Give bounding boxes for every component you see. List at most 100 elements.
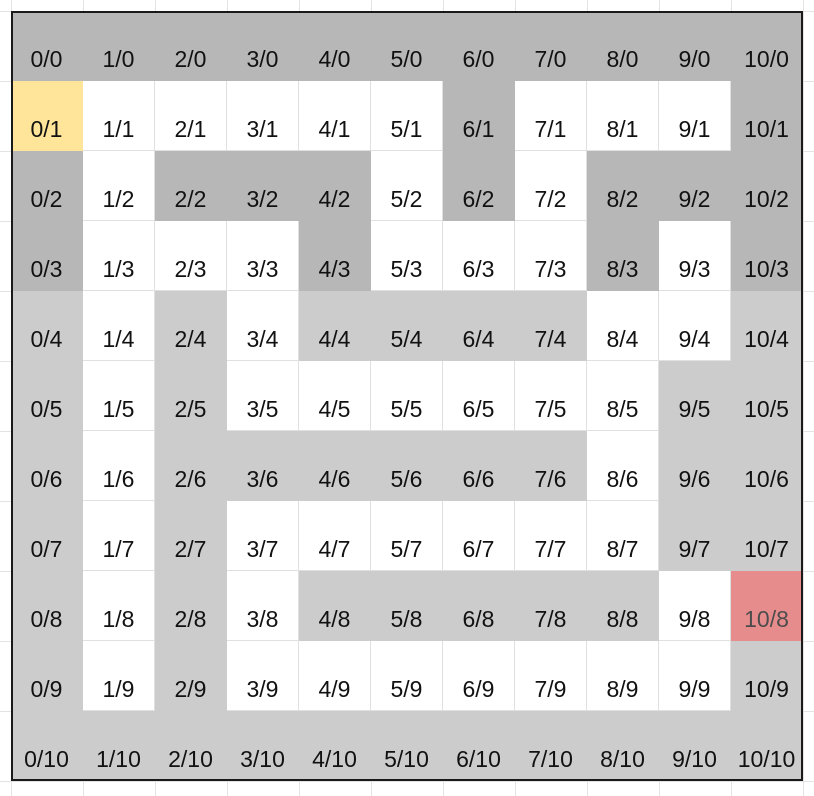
wall-cell-light[interactable]: 10/9: [731, 641, 801, 711]
open-cell[interactable]: 1/4: [83, 291, 155, 361]
wall-cell-light[interactable]: 7/6: [515, 431, 587, 501]
wall-cell-dark[interactable]: 8/3: [587, 221, 659, 291]
wall-cell-light[interactable]: 1/10: [83, 711, 155, 779]
wall-cell-light[interactable]: 7/8: [515, 571, 587, 641]
open-cell[interactable]: 5/7: [371, 501, 443, 571]
open-cell[interactable]: 7/2: [515, 151, 587, 221]
wall-cell-dark[interactable]: 0/2: [13, 151, 83, 221]
open-cell[interactable]: 7/3: [515, 221, 587, 291]
open-cell[interactable]: 2/3: [155, 221, 227, 291]
open-cell[interactable]: 8/1: [587, 81, 659, 151]
open-cell[interactable]: 7/7: [515, 501, 587, 571]
wall-cell-dark[interactable]: 0/3: [13, 221, 83, 291]
wall-cell-light[interactable]: 5/6: [371, 431, 443, 501]
open-cell[interactable]: 3/1: [227, 81, 299, 151]
open-cell[interactable]: 1/6: [83, 431, 155, 501]
wall-cell-light[interactable]: 0/4: [13, 291, 83, 361]
wall-cell-dark[interactable]: 2/0: [155, 13, 227, 81]
open-cell[interactable]: 3/5: [227, 361, 299, 431]
wall-cell-light[interactable]: 7/4: [515, 291, 587, 361]
open-cell[interactable]: 4/5: [299, 361, 371, 431]
open-cell[interactable]: 7/1: [515, 81, 587, 151]
open-cell[interactable]: 5/5: [371, 361, 443, 431]
open-cell[interactable]: 4/7: [299, 501, 371, 571]
wall-cell-light[interactable]: 10/7: [731, 501, 801, 571]
wall-cell-light[interactable]: 10/10: [731, 711, 801, 779]
wall-cell-dark[interactable]: 10/0: [731, 13, 801, 81]
wall-cell-dark[interactable]: 10/1: [731, 81, 801, 151]
open-cell[interactable]: 8/9: [587, 641, 659, 711]
wall-cell-dark[interactable]: 7/0: [515, 13, 587, 81]
open-cell[interactable]: 1/9: [83, 641, 155, 711]
wall-cell-light[interactable]: 2/7: [155, 501, 227, 571]
open-cell[interactable]: 3/8: [227, 571, 299, 641]
wall-cell-dark[interactable]: 9/2: [659, 151, 731, 221]
open-cell[interactable]: 9/3: [659, 221, 731, 291]
wall-cell-light[interactable]: 7/10: [515, 711, 587, 779]
wall-cell-light[interactable]: 9/6: [659, 431, 731, 501]
wall-cell-dark[interactable]: 10/2: [731, 151, 801, 221]
wall-cell-light[interactable]: 2/10: [155, 711, 227, 779]
open-cell[interactable]: 3/3: [227, 221, 299, 291]
open-cell[interactable]: 1/2: [83, 151, 155, 221]
open-cell[interactable]: 8/7: [587, 501, 659, 571]
wall-cell-light[interactable]: 0/6: [13, 431, 83, 501]
wall-cell-dark[interactable]: 4/2: [299, 151, 371, 221]
wall-cell-dark[interactable]: 10/3: [731, 221, 801, 291]
wall-cell-dark[interactable]: 5/0: [371, 13, 443, 81]
open-cell[interactable]: 1/3: [83, 221, 155, 291]
wall-cell-light[interactable]: 2/9: [155, 641, 227, 711]
wall-cell-light[interactable]: 10/4: [731, 291, 801, 361]
open-cell[interactable]: 4/1: [299, 81, 371, 151]
wall-cell-light[interactable]: 9/5: [659, 361, 731, 431]
open-cell[interactable]: 6/9: [443, 641, 515, 711]
wall-cell-light[interactable]: 3/10: [227, 711, 299, 779]
open-cell[interactable]: 9/9: [659, 641, 731, 711]
wall-cell-light[interactable]: 5/4: [371, 291, 443, 361]
open-cell[interactable]: 8/6: [587, 431, 659, 501]
open-cell[interactable]: 8/4: [587, 291, 659, 361]
open-cell[interactable]: 9/1: [659, 81, 731, 151]
open-cell[interactable]: 1/1: [83, 81, 155, 151]
wall-cell-dark[interactable]: 6/0: [443, 13, 515, 81]
open-cell[interactable]: 7/9: [515, 641, 587, 711]
wall-cell-dark[interactable]: 3/2: [227, 151, 299, 221]
wall-cell-dark[interactable]: 6/2: [443, 151, 515, 221]
wall-cell-dark[interactable]: 8/0: [587, 13, 659, 81]
wall-cell-light[interactable]: 4/4: [299, 291, 371, 361]
open-cell[interactable]: 3/9: [227, 641, 299, 711]
wall-cell-light[interactable]: 5/8: [371, 571, 443, 641]
open-cell[interactable]: 2/1: [155, 81, 227, 151]
wall-cell-light[interactable]: 4/8: [299, 571, 371, 641]
wall-cell-dark[interactable]: 8/2: [587, 151, 659, 221]
wall-cell-light[interactable]: 10/6: [731, 431, 801, 501]
open-cell[interactable]: 5/9: [371, 641, 443, 711]
open-cell[interactable]: 3/7: [227, 501, 299, 571]
goal-cell[interactable]: 10/8: [731, 571, 801, 641]
open-cell[interactable]: 6/5: [443, 361, 515, 431]
open-cell[interactable]: 5/2: [371, 151, 443, 221]
wall-cell-light[interactable]: 8/8: [587, 571, 659, 641]
wall-cell-light[interactable]: 0/9: [13, 641, 83, 711]
open-cell[interactable]: 6/3: [443, 221, 515, 291]
wall-cell-light[interactable]: 3/6: [227, 431, 299, 501]
wall-cell-dark[interactable]: 9/0: [659, 13, 731, 81]
wall-cell-light[interactable]: 0/5: [13, 361, 83, 431]
open-cell[interactable]: 5/3: [371, 221, 443, 291]
wall-cell-light[interactable]: 0/10: [13, 711, 83, 779]
wall-cell-light[interactable]: 2/8: [155, 571, 227, 641]
wall-cell-light[interactable]: 6/8: [443, 571, 515, 641]
wall-cell-light[interactable]: 10/5: [731, 361, 801, 431]
wall-cell-light[interactable]: 8/10: [587, 711, 659, 779]
wall-cell-dark[interactable]: 6/1: [443, 81, 515, 151]
wall-cell-light[interactable]: 9/10: [659, 711, 731, 779]
wall-cell-light[interactable]: 2/4: [155, 291, 227, 361]
open-cell[interactable]: 3/4: [227, 291, 299, 361]
wall-cell-dark[interactable]: 1/0: [83, 13, 155, 81]
open-cell[interactable]: 8/5: [587, 361, 659, 431]
wall-cell-dark[interactable]: 4/0: [299, 13, 371, 81]
open-cell[interactable]: 6/7: [443, 501, 515, 571]
wall-cell-light[interactable]: 6/6: [443, 431, 515, 501]
open-cell[interactable]: 4/9: [299, 641, 371, 711]
wall-cell-dark[interactable]: 4/3: [299, 221, 371, 291]
